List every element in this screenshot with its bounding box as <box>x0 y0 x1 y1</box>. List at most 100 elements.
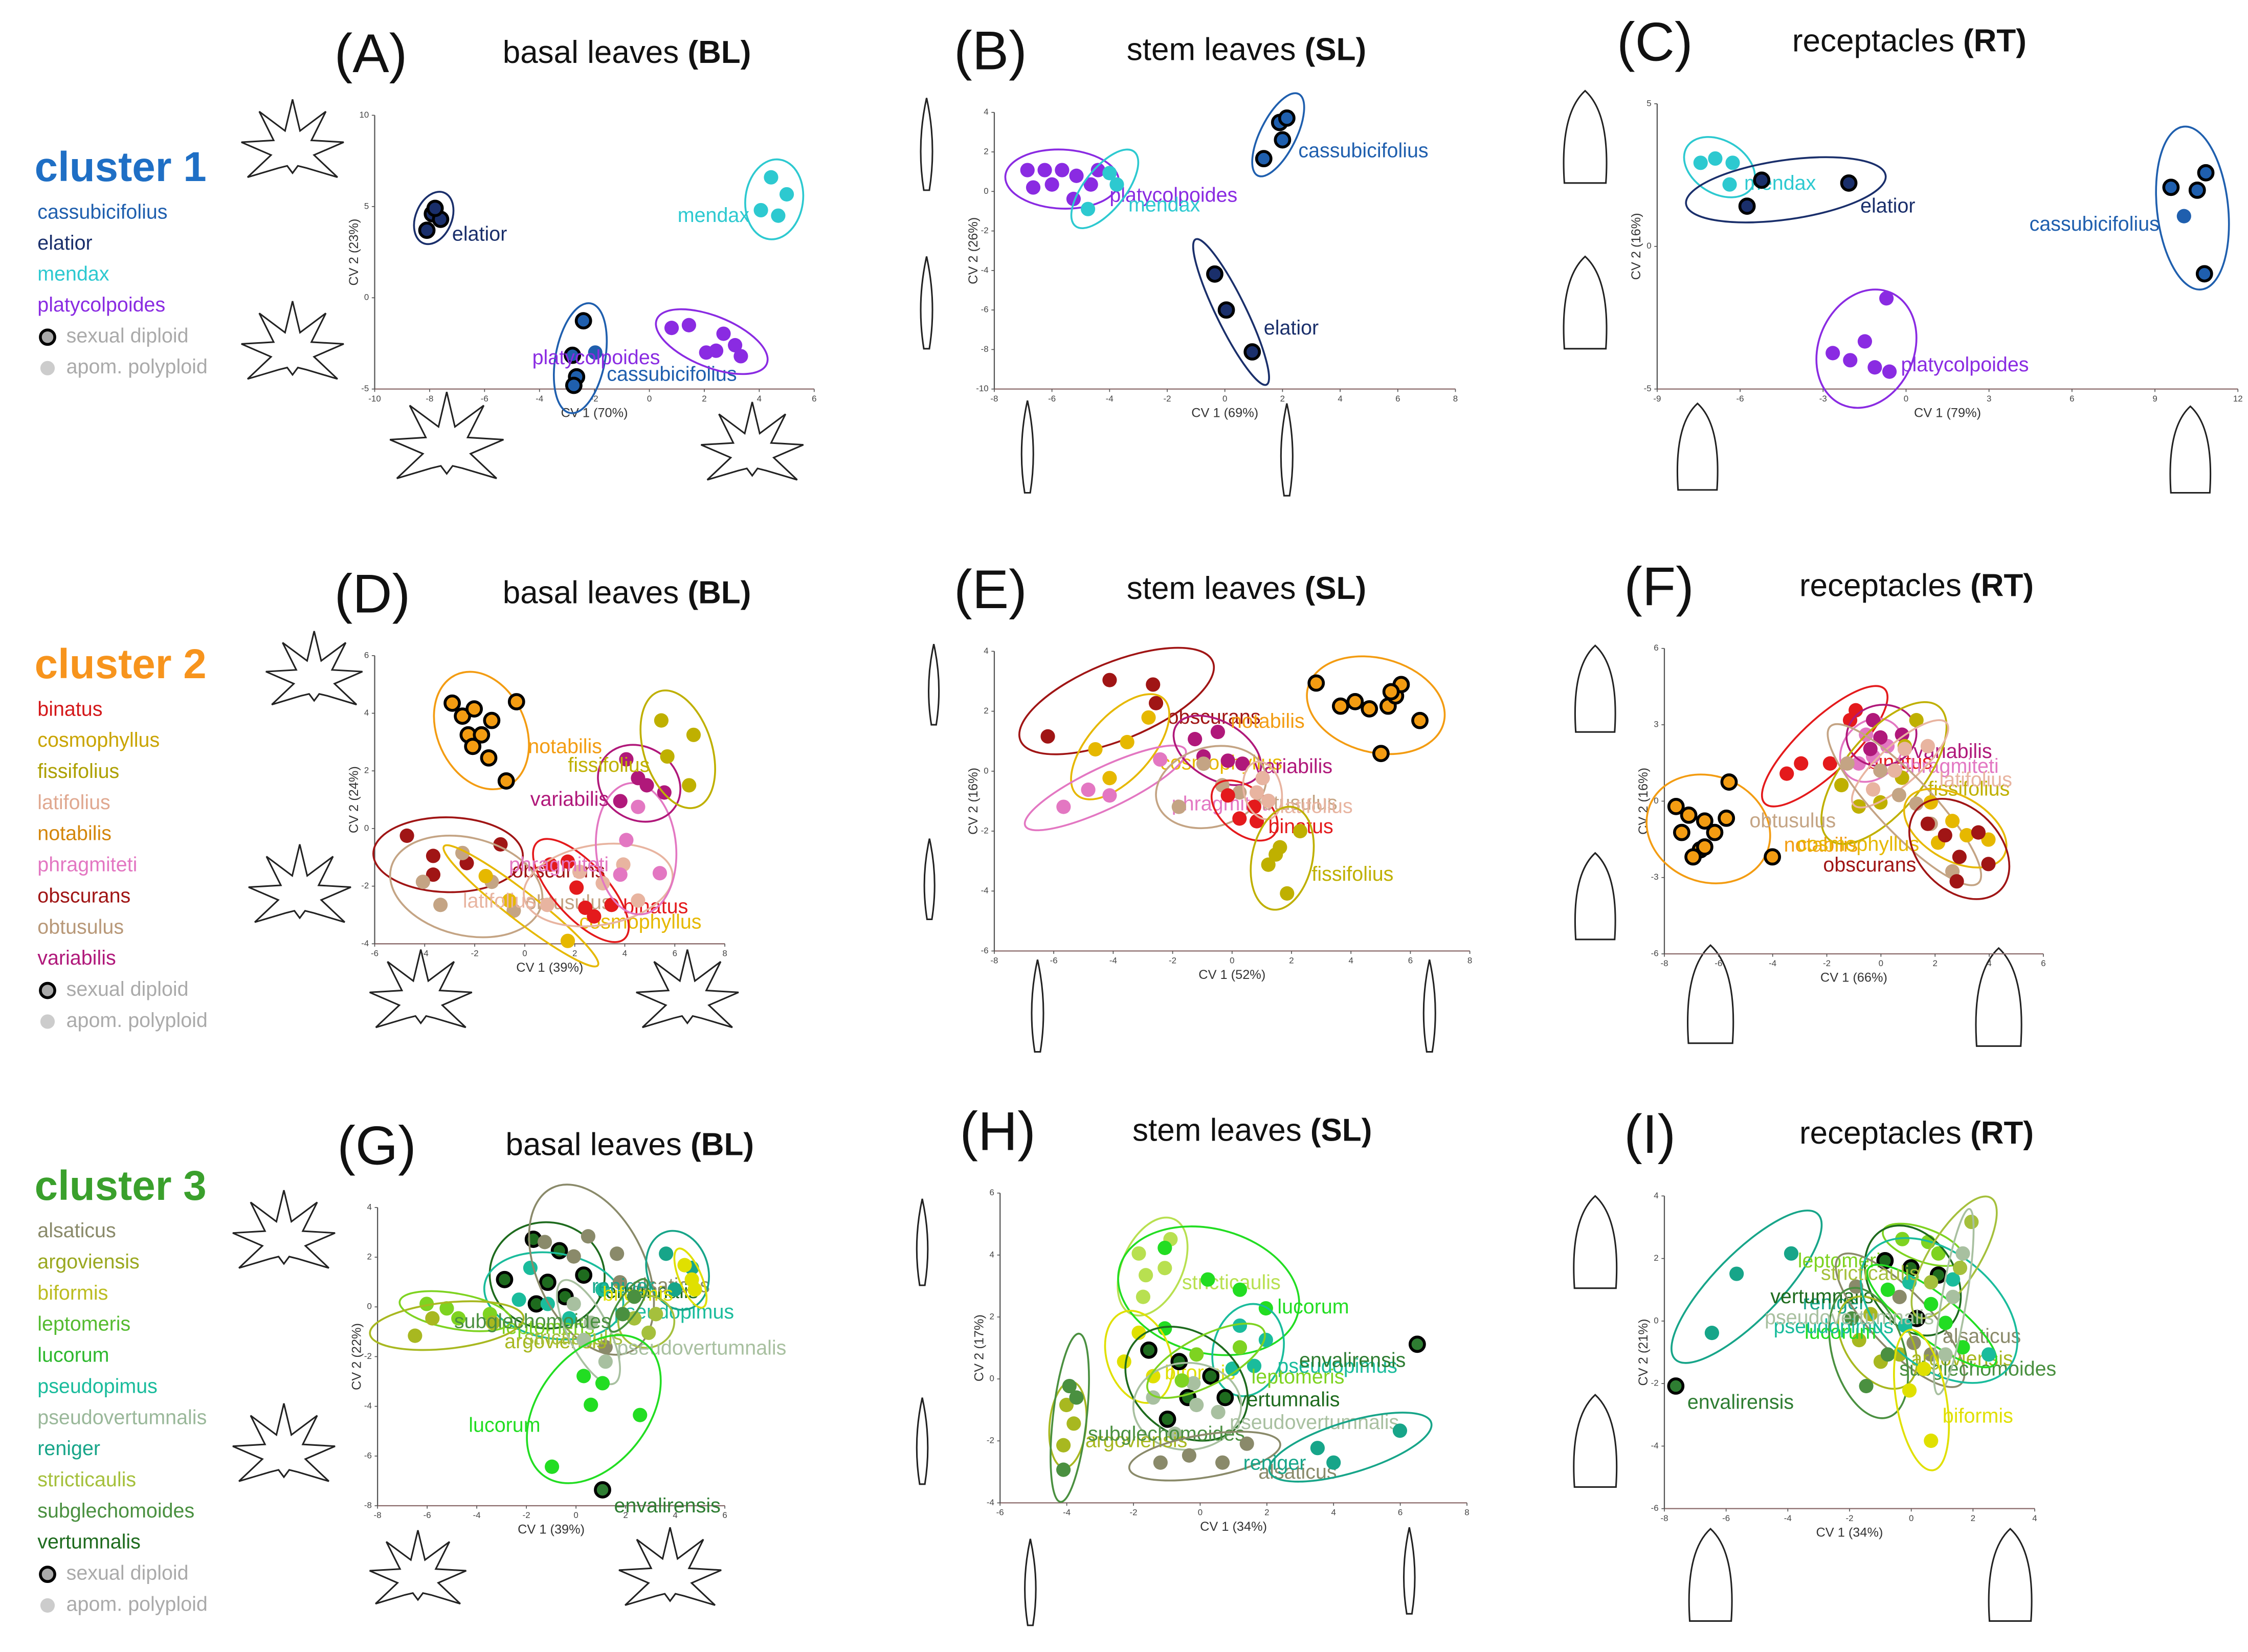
x-tick-label: -2 <box>471 949 479 958</box>
y-tick-label: 0 <box>1654 1315 1658 1325</box>
legend-entry: biformis <box>37 1282 108 1304</box>
x-tick-label: 0 <box>1904 394 1908 404</box>
data-point <box>649 1307 663 1322</box>
legend-entry: elatior <box>37 232 92 254</box>
legend-entry: stricticaulis <box>37 1468 136 1491</box>
group-label: notabilis <box>1231 710 1305 732</box>
data-point <box>686 727 701 742</box>
y-tick-label: 6 <box>364 650 369 660</box>
x-tick-label: 0 <box>1909 1513 1913 1523</box>
group-label: envalirensis <box>1299 1349 1406 1372</box>
data-point <box>564 346 582 364</box>
data-point <box>1037 163 1052 177</box>
data-point <box>1326 1455 1341 1470</box>
x-axis-title: CV 1 (66%) <box>1820 971 1887 985</box>
data-point <box>1924 1433 1939 1448</box>
x-tick-label: 6 <box>2069 394 2074 404</box>
data-point <box>1696 838 1713 856</box>
group-label: latifolius <box>1939 769 2012 791</box>
y-tick-label: -2 <box>981 226 989 235</box>
data-point <box>613 867 628 882</box>
group-label: notabilis <box>528 735 602 758</box>
y-tick-label: -6 <box>364 1450 372 1460</box>
group-ellipse <box>639 689 716 809</box>
outline-icon <box>928 643 940 726</box>
y-tick-label: -6 <box>1651 949 1659 958</box>
outline-icon <box>1573 1195 1618 1289</box>
outline-icon <box>1031 959 1044 1053</box>
legend-marker-label: apom. polyploid <box>66 355 208 378</box>
x-tick-label: 0 <box>647 394 652 404</box>
legend-entry: platycolpoides <box>37 294 165 316</box>
group-label: subglechomoides <box>454 1310 611 1333</box>
data-point <box>610 1246 625 1261</box>
data-point <box>581 1229 595 1244</box>
data-point <box>1891 788 1906 802</box>
group-label: latifolius <box>463 890 536 912</box>
outline-icon <box>248 844 351 923</box>
group-label: pseudovertumnalis <box>617 1337 786 1359</box>
data-point <box>1153 1455 1168 1470</box>
x-tick-label: -4 <box>536 394 543 404</box>
data-point <box>415 875 430 889</box>
data-point <box>1865 713 1881 728</box>
y-axis-title: CV 2 (16%) <box>1629 213 1643 280</box>
data-point <box>1892 1289 1907 1304</box>
data-point <box>566 1297 581 1311</box>
x-tick-label: -8 <box>1660 958 1668 968</box>
y-tick-label: 5 <box>1646 98 1651 108</box>
x-tick-label: 12 <box>2233 394 2243 404</box>
legend-entry: cassubicifolius <box>37 200 167 223</box>
panel-title-abbr: (RT) <box>1970 568 2034 604</box>
y-tick-label: -4 <box>987 1498 994 1507</box>
data-point <box>1120 734 1134 750</box>
data-point <box>1840 174 1858 192</box>
data-point <box>569 880 584 895</box>
data-point <box>473 726 491 744</box>
y-tick-label: 2 <box>984 146 988 156</box>
data-point <box>1140 1341 1158 1359</box>
y-tick-label: 2 <box>1654 1253 1658 1263</box>
legend-marker-label: sexual diploid <box>66 325 189 347</box>
panel: (C) receptacles (RT) -9 -6 -3 0 3 6 9 12 -5 0 5 CV 1 … <box>1617 11 2243 420</box>
group-label: mendax <box>1128 194 1200 216</box>
y-tick-label: 6 <box>1654 643 1658 653</box>
data-point <box>1059 1397 1074 1413</box>
data-point <box>681 318 696 332</box>
panel-label: (E) <box>954 559 1027 620</box>
group-label: fissifolius <box>568 754 650 776</box>
cluster-title: cluster 1 <box>35 144 207 190</box>
data-point <box>2197 164 2215 182</box>
y-tick-label: 0 <box>1646 241 1651 251</box>
legend-entry: argoviensis <box>37 1251 139 1273</box>
data-point <box>1158 1261 1172 1276</box>
data-point <box>1946 1289 1961 1304</box>
data-point <box>1202 1367 1220 1385</box>
outline-icon <box>2169 405 2212 494</box>
y-tick-label: 5 <box>364 201 369 211</box>
data-point <box>576 1369 591 1383</box>
data-point <box>439 1301 454 1316</box>
x-tick-label: -4 <box>473 1510 481 1520</box>
data-point <box>1873 763 1888 778</box>
legend-entry: cosmophyllus <box>37 729 160 751</box>
outline-icon <box>701 401 804 481</box>
group-label: phragmiteti <box>1899 755 1999 777</box>
group-ellipse <box>1835 1252 1966 1388</box>
data-point <box>1960 828 1974 843</box>
group-label: fissifolius <box>1311 863 1393 885</box>
data-point <box>426 199 444 217</box>
x-tick-label: 4 <box>622 949 627 958</box>
data-point <box>1895 1232 1910 1246</box>
group-label: cassubicifolius <box>2030 213 2160 235</box>
legend-entry: subglechomoides <box>37 1500 194 1522</box>
data-point <box>1258 1332 1273 1347</box>
data-point <box>1693 155 1708 170</box>
y-tick-label: -2 <box>361 881 369 890</box>
legend-marker <box>40 1014 55 1029</box>
x-tick-label: 2 <box>1280 394 1285 404</box>
data-point <box>1938 1347 1953 1362</box>
data-point <box>1210 724 1225 740</box>
data-point <box>613 794 628 809</box>
outline-icon <box>1024 1538 1037 1626</box>
